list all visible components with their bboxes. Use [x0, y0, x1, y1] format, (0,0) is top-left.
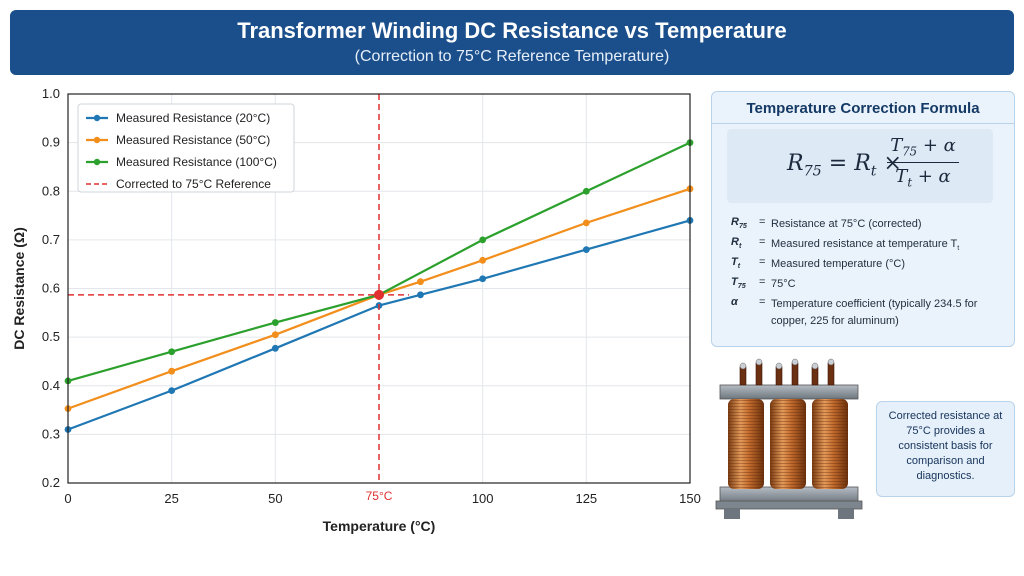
definition-text: 75°C [771, 278, 796, 290]
definition-equals: = [759, 276, 766, 288]
data-point [417, 278, 424, 286]
legend-marker [93, 136, 101, 144]
data-point [271, 344, 279, 352]
definition-text: Temperature coefficient (typically 234.5… [771, 298, 978, 327]
data-point [479, 256, 487, 264]
data-point [271, 331, 279, 339]
x-tick-label: 150 [679, 491, 701, 506]
legend-marker [93, 114, 101, 122]
y-tick-label: 0.7 [42, 232, 60, 247]
series-line [67, 219, 691, 431]
definition-row: α = Temperature coefficient (typically 2… [731, 296, 1011, 327]
x-tick-label: 125 [575, 491, 597, 506]
resistance-temperature-chart: 0.2 0.3 0.4 0.5 0.6 0.7 0.8 0.9 1.0 0 25 50 100 125 15… [11, 86, 701, 534]
definition-symbol: α [731, 296, 738, 308]
definition-equals: = [759, 256, 766, 268]
legend-label: Corrected to 75°C Reference [116, 177, 271, 191]
definition-symbol: T75 [731, 276, 746, 291]
legend-marker [93, 158, 101, 166]
formula-numerator: T75 + α [887, 135, 959, 163]
y-tick-label: 0.8 [42, 183, 60, 198]
definition-equals: = [759, 216, 766, 228]
y-tick-label: 0.2 [42, 475, 60, 490]
y-tick-label: 0.5 [42, 329, 60, 344]
legend-label: Measured Resistance (20°C) [116, 111, 270, 125]
definition-symbol: Rt [731, 236, 742, 251]
data-point [582, 219, 590, 227]
legend-label: Measured Resistance (50°C) [116, 133, 270, 147]
definition-symbol: R75 [731, 216, 747, 231]
data-point [582, 187, 590, 195]
x-tick-label: 100 [472, 491, 494, 506]
definition-row: T75 = 75°C [731, 276, 1011, 296]
reference-label: 75°C [366, 489, 393, 503]
data-point [417, 291, 424, 299]
callout-text: Corrected resistance at 75°C provides a … [888, 410, 1003, 482]
y-tick-label: 0.9 [42, 135, 60, 150]
x-tick-label: 25 [164, 491, 178, 506]
x-tick-label: 0 [64, 491, 71, 506]
definition-row: Rt = Measured resistance at temperature … [731, 236, 1011, 256]
y-tick-label: 1.0 [42, 86, 60, 101]
data-point [582, 246, 590, 254]
y-tick-label: 0.4 [42, 378, 60, 393]
divider [712, 123, 1014, 124]
formula-panel-title: Temperature Correction Formula [746, 100, 980, 117]
definition-symbol: Tt [731, 256, 741, 271]
transformer-illustration [715, 358, 863, 519]
x-tick-label: 50 [268, 491, 282, 506]
plot-frame [67, 93, 691, 484]
page-subtitle: (Correction to 75°C Reference Temperatur… [354, 48, 670, 65]
y-axis-label: DC Resistance (Ω) [11, 227, 27, 349]
data-point [168, 387, 176, 395]
callout-note: Corrected resistance at 75°C provides a … [876, 401, 1015, 497]
legend [77, 103, 295, 193]
definition-equals: = [759, 236, 766, 248]
reference-point [374, 289, 384, 300]
y-tick-label: 0.3 [42, 426, 60, 441]
data-point [271, 319, 279, 326]
definition-row: R75 = Resistance at 75°C (corrected) [731, 216, 1011, 236]
data-point [479, 236, 487, 244]
data-point [168, 348, 176, 356]
formula-panel: Temperature Correction Formula R75 = Rt … [711, 91, 1015, 347]
formula-definitions: R75 = Resistance at 75°C (corrected) Rt … [731, 216, 1011, 327]
series-line [67, 187, 691, 410]
formula-fraction: T75 + α Tt + α [887, 135, 959, 189]
data-point [479, 275, 487, 283]
formula-denominator: Tt + α [895, 165, 951, 190]
definition-text: Resistance at 75°C (corrected) [771, 218, 922, 230]
definition-text: Measured resistance at temperature Tt [771, 238, 960, 253]
data-point [168, 367, 176, 375]
y-tick-label: 0.6 [42, 281, 60, 296]
x-axis-label: Temperature (°C) [323, 518, 436, 534]
title-banner: Transformer Winding DC Resistance vs Tem… [10, 10, 1014, 75]
formula-lhs: R75 = Rt × [787, 151, 902, 180]
page-title: Transformer Winding DC Resistance vs Tem… [237, 18, 787, 43]
definition-row: Tt = Measured temperature (°C) [731, 256, 1011, 276]
definition-equals: = [759, 296, 766, 308]
definition-text: Measured temperature (°C) [771, 258, 906, 270]
legend-label: Measured Resistance (100°C) [116, 155, 277, 169]
correction-formula: R75 = Rt × T75 + α Tt + α [727, 129, 993, 203]
